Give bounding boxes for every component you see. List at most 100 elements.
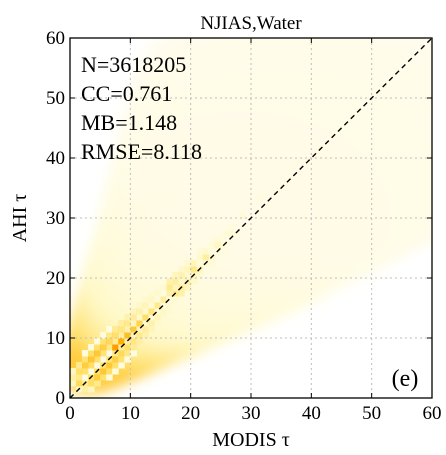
- x-tick-label: 50: [362, 403, 381, 424]
- density-cell: [82, 362, 89, 369]
- density-cell: [257, 194, 264, 201]
- density-cell: [118, 338, 125, 345]
- density-cell: [136, 326, 143, 333]
- y-tick-label: 30: [46, 208, 65, 229]
- stat-n: N=3618205: [81, 52, 186, 77]
- density-cell: [70, 374, 77, 381]
- density-cell: [70, 380, 77, 387]
- density-cell: [106, 326, 113, 333]
- stat-cc: CC=0.761: [81, 81, 172, 106]
- density-cell: [82, 350, 89, 357]
- x-axis-label: MODIS τ: [212, 429, 290, 451]
- density-cell: [94, 362, 101, 369]
- density-cell: [166, 302, 174, 309]
- density-cell: [118, 356, 125, 363]
- density-cell: [136, 332, 143, 339]
- stat-rmse: RMSE=8.118: [81, 139, 202, 164]
- density-cell: [118, 332, 125, 339]
- density-cell: [112, 326, 119, 333]
- y-tick-label: 0: [56, 388, 66, 409]
- density-cell: [166, 308, 174, 315]
- density-cell: [154, 314, 161, 321]
- density-cell: [106, 338, 113, 345]
- density-cell: [82, 386, 89, 393]
- density-cell: [118, 326, 125, 333]
- density-cell: [142, 332, 149, 339]
- y-tick-label: 60: [46, 28, 65, 49]
- density-cell: [154, 284, 161, 291]
- density-cell: [160, 314, 168, 321]
- density-cell: [190, 266, 198, 273]
- density-cell: [130, 308, 137, 315]
- x-tick-label: 60: [423, 403, 442, 424]
- density-cell: [190, 278, 198, 285]
- density-cell: [148, 320, 155, 327]
- density-cell: [100, 332, 107, 339]
- density-cell: [142, 320, 149, 327]
- density-cell: [166, 278, 174, 285]
- density-cell: [148, 308, 155, 315]
- density-cell: [130, 332, 137, 339]
- density-cell: [112, 362, 119, 369]
- density-cell: [178, 266, 186, 273]
- density-cell: [112, 332, 119, 339]
- density-cell: [214, 236, 222, 243]
- density-cell: [118, 362, 125, 369]
- x-tick-label: 40: [302, 403, 321, 424]
- density-cell: [130, 314, 137, 321]
- density-cell: [124, 356, 131, 363]
- density-cell: [160, 278, 168, 285]
- density-cell: [148, 296, 155, 303]
- y-tick-label: 40: [46, 148, 65, 169]
- density-cell: [94, 380, 101, 387]
- density-cell: [88, 368, 95, 375]
- density-cell: [142, 326, 149, 333]
- density-cell: [172, 302, 180, 309]
- density-cell: [172, 296, 180, 303]
- density-cell: [160, 284, 168, 291]
- density-cell: [184, 260, 192, 267]
- density-cell: [124, 332, 131, 339]
- density-cell: [202, 248, 210, 255]
- density-cell: [202, 254, 210, 261]
- density-cell: [166, 272, 174, 279]
- density-cell: [106, 332, 113, 339]
- density-cell: [148, 326, 155, 333]
- density-cell: [154, 290, 161, 297]
- density-cell: [70, 368, 77, 375]
- density-cell: [76, 362, 83, 369]
- density-cell: [220, 248, 228, 255]
- density-cell: [136, 308, 143, 315]
- density-cell: [136, 314, 143, 321]
- density-cell: [160, 308, 168, 315]
- x-tick-label: 30: [242, 403, 261, 424]
- density-cell: [154, 302, 161, 309]
- density-cell: [88, 362, 95, 369]
- x-tick-label: 20: [181, 403, 200, 424]
- density-cell: [82, 374, 89, 381]
- density-cell: [94, 344, 101, 351]
- density-cell: [166, 290, 174, 297]
- y-tick-label: 10: [46, 328, 65, 349]
- density-cell: [136, 338, 143, 345]
- density-cell: [76, 374, 83, 381]
- density-cell: [88, 380, 95, 387]
- density-cell: [100, 374, 107, 381]
- density-cell: [148, 314, 155, 321]
- density-cell: [130, 320, 137, 327]
- x-tick-label: 0: [65, 403, 75, 424]
- density-cell: [196, 260, 204, 267]
- density-cell: [148, 302, 155, 309]
- density-cell: [172, 278, 180, 285]
- density-cell: [184, 272, 192, 279]
- density-cell: [88, 356, 95, 363]
- density-cell: [154, 308, 161, 315]
- density-cell: [112, 356, 119, 363]
- density-core: [70, 194, 264, 393]
- density-cell: [88, 344, 95, 351]
- density-cell: [136, 302, 143, 309]
- density-cell: [214, 242, 222, 249]
- density-cell: [82, 368, 89, 375]
- density-cell: [208, 242, 216, 249]
